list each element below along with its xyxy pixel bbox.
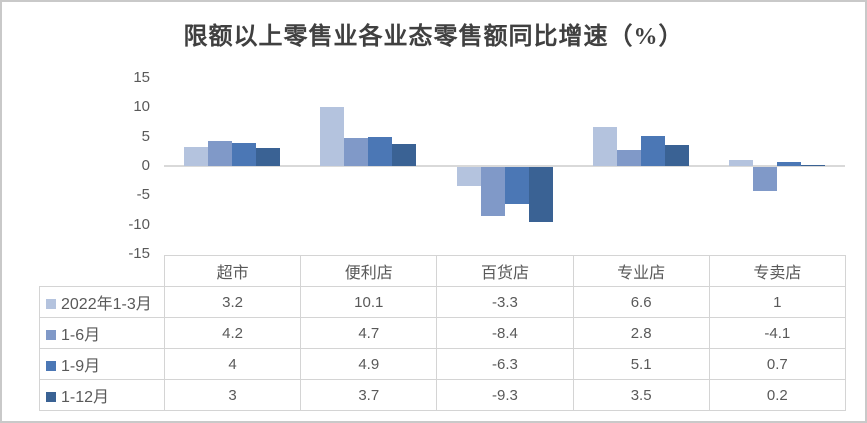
legend-cell: 2022年1-3月: [39, 286, 165, 318]
y-axis-tick-label: 5: [141, 127, 150, 145]
value-cell: 4.7: [300, 317, 438, 349]
bar-便利店-1-9月: [368, 137, 393, 166]
legend-key-swatch: [46, 360, 56, 371]
table-row: 1-6月 4.2 4.7 -8.4 2.8 -4.1: [39, 317, 846, 349]
y-axis-tick-label: -5: [136, 186, 150, 204]
value-cell: 1: [708, 286, 846, 318]
legend-label: 1-6月: [61, 327, 101, 344]
value-cell: -6.3: [436, 348, 574, 380]
y-axis-tick-label: 15: [133, 69, 150, 86]
legend-key-swatch: [46, 329, 56, 340]
table-header-cell: 超市: [163, 255, 302, 287]
chart-title: 限额以上零售业各业态零售额同比增速（%）: [183, 24, 684, 50]
bar-专卖店-2022年1-3月: [728, 160, 753, 166]
bar-百货店-2022年1-3月: [456, 167, 481, 186]
bar-专业店-1-6月: [616, 150, 641, 166]
data-table: 超市 便利店 百货店 专业店 专卖店 2022年1-3月 3.2 10.1 -3.3 6.6 1 1-…: [39, 255, 846, 411]
bar-专业店-2022年1-3月: [592, 127, 617, 166]
table-header-cell: 专业店: [572, 255, 710, 287]
y-axis-tick-label: 0: [141, 157, 150, 174]
table-header-cell: 专卖店: [708, 255, 846, 287]
legend-cell: 1-6月: [39, 317, 165, 349]
bar-便利店-1-12月: [392, 144, 417, 166]
bar-超市-1-12月: [256, 148, 281, 166]
bar-超市-1-6月: [208, 141, 233, 166]
y-axis-tick-label: -10: [128, 215, 150, 233]
value-cell: 3: [163, 379, 302, 411]
value-cell: 4.9: [300, 348, 438, 380]
bar-百货店-1-12月: [528, 167, 553, 222]
value-cell: -8.4: [436, 317, 574, 349]
legend-key-swatch: [46, 391, 56, 402]
value-cell: -3.3: [436, 286, 574, 318]
value-cell: -4.1: [708, 317, 846, 349]
bar-百货店-1-9月: [504, 167, 529, 204]
value-cell: 3.7: [300, 379, 438, 411]
value-cell: 0.2: [708, 379, 846, 411]
value-cell: 3.5: [572, 379, 710, 411]
value-cell: 4.2: [163, 317, 302, 349]
legend-cell: 1-9月: [39, 348, 165, 380]
table-row: 1-9月 4 4.9 -6.3 5.1 0.7: [39, 348, 846, 380]
legend-label: 2022年1-3月: [61, 296, 152, 313]
value-cell: 5.1: [572, 348, 710, 380]
legend-label: 1-9月: [61, 358, 101, 375]
legend-key-swatch: [46, 298, 56, 309]
table-corner-cell: [40, 256, 165, 287]
value-cell: 6.6: [572, 286, 710, 318]
y-axis-tick-label: 10: [133, 98, 150, 116]
value-cell: 4: [163, 348, 302, 380]
value-cell: 10.1: [300, 286, 438, 318]
bar-百货店-1-6月: [480, 167, 505, 216]
value-cell: 3.2: [163, 286, 302, 318]
legend-cell: 1-12月: [39, 379, 165, 411]
value-cell: -9.3: [436, 379, 574, 411]
legend-label: 1-12月: [61, 389, 110, 406]
bar-专卖店-1-9月: [776, 162, 801, 166]
bar-便利店-1-6月: [344, 138, 369, 166]
value-cell: 2.8: [572, 317, 710, 349]
bar-超市-1-9月: [232, 143, 257, 166]
bar-超市-2022年1-3月: [184, 147, 209, 166]
table-header-cell: 百货店: [436, 255, 574, 287]
table-row: 1-12月 3 3.7 -9.3 3.5 0.2: [39, 379, 846, 411]
bar-便利店-2022年1-3月: [320, 107, 345, 166]
table-header-cell: 便利店: [300, 255, 438, 287]
table-header-row: 超市 便利店 百货店 专业店 专卖店: [40, 255, 846, 287]
bar-专卖店-1-12月: [800, 165, 825, 166]
y-axis-tick-label: -15: [128, 245, 150, 262]
bar-专业店-1-9月: [640, 136, 665, 166]
value-cell: 0.7: [708, 348, 846, 380]
x-axis-line: [164, 165, 845, 167]
table-row: 2022年1-3月 3.2 10.1 -3.3 6.6 1: [39, 286, 846, 318]
bar-专卖店-1-6月: [752, 167, 777, 191]
bar-专业店-1-12月: [664, 145, 689, 166]
